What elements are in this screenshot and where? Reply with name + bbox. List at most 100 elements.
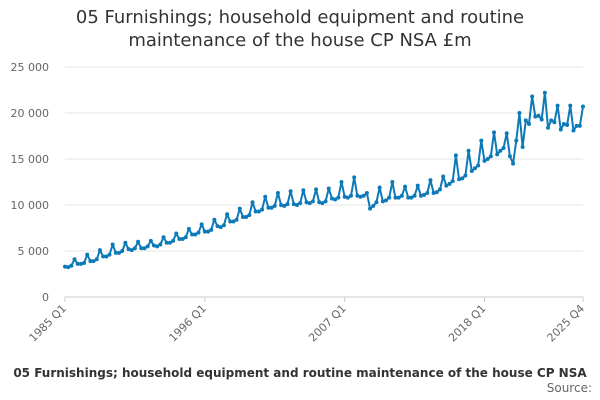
data-point (422, 192, 427, 197)
data-point (403, 184, 408, 189)
data-point (387, 195, 392, 200)
data-point (301, 188, 306, 193)
data-point (415, 183, 420, 188)
legend-label: 05 Furnishings; household equipment and … (13, 366, 587, 380)
data-point (352, 175, 357, 180)
data-point (104, 254, 109, 259)
data-point (63, 264, 67, 269)
data-point (444, 183, 449, 188)
chart-title: 05 Furnishings; household equipment and … (0, 6, 600, 52)
data-point (120, 249, 125, 253)
data-point (517, 111, 522, 115)
data-point (269, 205, 274, 210)
data-point (288, 189, 293, 194)
data-point (202, 229, 207, 234)
y-axis-tick-labels: 0 5 000 10 000 15 000 20 000 25 000 (11, 61, 50, 304)
data-point (253, 209, 258, 214)
data-point (479, 138, 484, 143)
data-point (304, 200, 309, 205)
data-point (113, 250, 118, 255)
data-point (161, 235, 166, 240)
chart-title-line-2: maintenance of the house CP NSA £m (128, 30, 472, 51)
data-point (132, 246, 137, 251)
data-point (298, 201, 303, 206)
data-point (72, 257, 77, 262)
data-point (314, 187, 319, 192)
data-point (151, 243, 156, 248)
data-point (85, 252, 90, 257)
data-point (123, 240, 128, 245)
data-point (234, 217, 239, 222)
data-point (457, 177, 462, 182)
data-point (336, 195, 341, 200)
data-point (549, 118, 554, 123)
y-tick-label: 0 (42, 291, 49, 304)
data-point (533, 114, 538, 119)
data-point (437, 187, 442, 192)
data-point (333, 197, 338, 202)
data-point (565, 122, 570, 127)
data-point (206, 229, 211, 234)
data-point (504, 131, 509, 136)
data-point (91, 259, 96, 264)
data-point (349, 193, 354, 198)
data-point (492, 130, 497, 135)
data-point (495, 152, 500, 157)
data-point (329, 196, 334, 201)
gridlines (65, 66, 583, 252)
data-point (361, 193, 366, 198)
data-point (364, 191, 369, 196)
data-point (97, 248, 102, 253)
data-point (136, 239, 141, 244)
data-point (466, 148, 471, 153)
data-point (279, 203, 284, 207)
data-point (520, 145, 525, 150)
x-tick-label: 2025 Q4 (545, 302, 588, 345)
chart-title-line-1: 05 Furnishings; household equipment and … (75, 7, 525, 28)
data-point (571, 128, 576, 133)
data-point (498, 148, 503, 153)
data-point (377, 185, 382, 190)
data-point (82, 260, 87, 265)
data-point (380, 199, 385, 204)
data-point (355, 193, 360, 198)
data-point (129, 248, 134, 253)
data-point (546, 125, 551, 130)
x-tick-label: 1996 Q1 (166, 302, 209, 345)
data-point (317, 200, 322, 205)
data-point (536, 113, 541, 118)
data-point (342, 194, 347, 199)
data-point (291, 202, 296, 207)
data-point (88, 259, 93, 264)
y-tick-label: 15 000 (11, 153, 50, 166)
data-point (581, 104, 585, 109)
data-point (396, 195, 401, 200)
data-point (186, 226, 191, 231)
data-point (485, 157, 490, 161)
data-point (399, 193, 404, 198)
data-point (482, 158, 487, 163)
data-point (409, 195, 414, 200)
data-point (434, 190, 439, 195)
data-point (326, 186, 331, 191)
data-point (164, 240, 169, 245)
data-point (390, 180, 395, 184)
data-point (94, 257, 99, 262)
data-point (196, 230, 201, 235)
data-point (501, 145, 506, 150)
data-point (418, 193, 423, 198)
data-point (183, 235, 188, 240)
data-point (285, 202, 290, 207)
data-point (431, 191, 436, 196)
data-point (514, 138, 519, 143)
data-point (193, 232, 198, 237)
y-tick-label: 25 000 (11, 61, 50, 74)
data-point (240, 214, 245, 219)
data-point (275, 191, 280, 196)
data-point (345, 195, 350, 200)
source-label: Source: (546, 381, 592, 395)
data-point (412, 193, 417, 198)
data-point (558, 127, 563, 132)
x-tick-label: 1985 Q1 (27, 302, 70, 345)
